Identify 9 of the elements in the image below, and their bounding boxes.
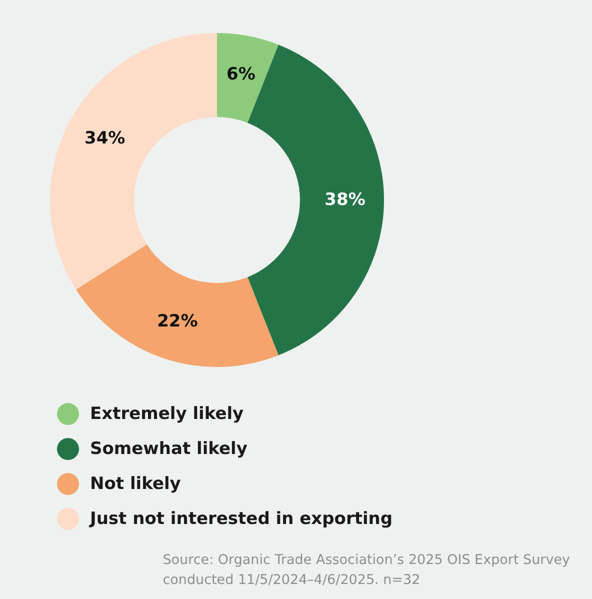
data-label: 34%: [84, 128, 126, 148]
legend-label: Somewhat likely: [90, 439, 248, 459]
data-label: 38%: [324, 190, 366, 210]
data-label: 6%: [226, 64, 256, 84]
source-note: Source: Organic Trade Association’s 2025 OIS Export Survey conducted 11/5/2024–4/6/2025. n=32: [162, 552, 570, 588]
legend-label: Just not interested in exporting: [89, 509, 393, 529]
data-label: 22%: [157, 312, 198, 332]
legend-label: Extremely likely: [90, 404, 244, 424]
legend-label: Not likely: [90, 474, 181, 494]
